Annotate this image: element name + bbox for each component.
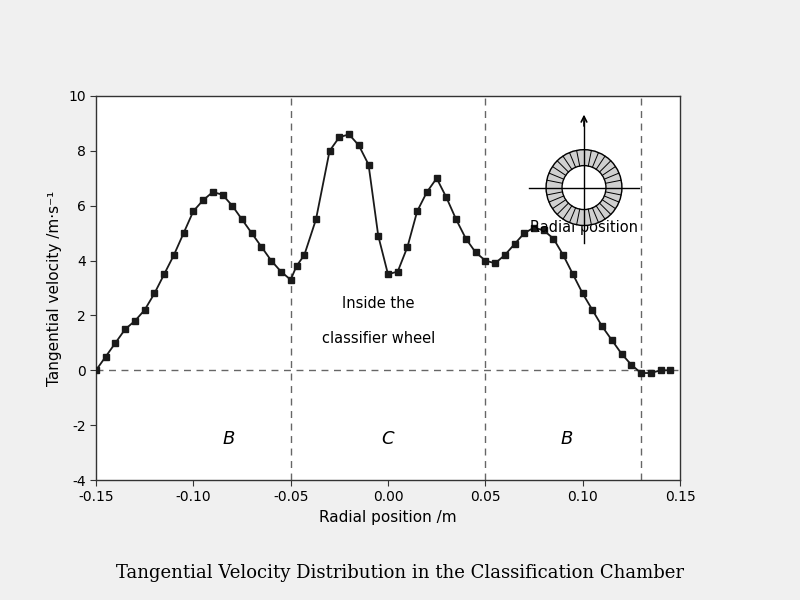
Text: Inside the

classifier wheel: Inside the classifier wheel [322,296,435,346]
Text: C: C [382,430,394,448]
Circle shape [546,149,622,226]
Text: Radial position: Radial position [530,220,638,235]
X-axis label: Radial position /m: Radial position /m [319,510,457,525]
Text: B: B [561,430,574,448]
Text: B: B [222,430,234,448]
Circle shape [562,166,606,209]
Text: Tangential Velocity Distribution in the Classification Chamber: Tangential Velocity Distribution in the … [116,564,684,582]
Y-axis label: Tangential velocity /m·s⁻¹: Tangential velocity /m·s⁻¹ [47,190,62,386]
